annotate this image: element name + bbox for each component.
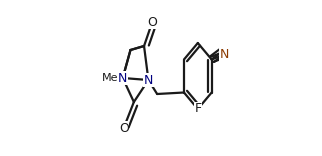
Text: N: N — [144, 73, 153, 86]
Text: Me: Me — [101, 73, 118, 83]
Text: N: N — [220, 48, 229, 61]
Text: O: O — [147, 15, 157, 29]
Text: O: O — [119, 122, 128, 134]
Text: N: N — [118, 71, 128, 85]
Text: F: F — [194, 102, 201, 115]
